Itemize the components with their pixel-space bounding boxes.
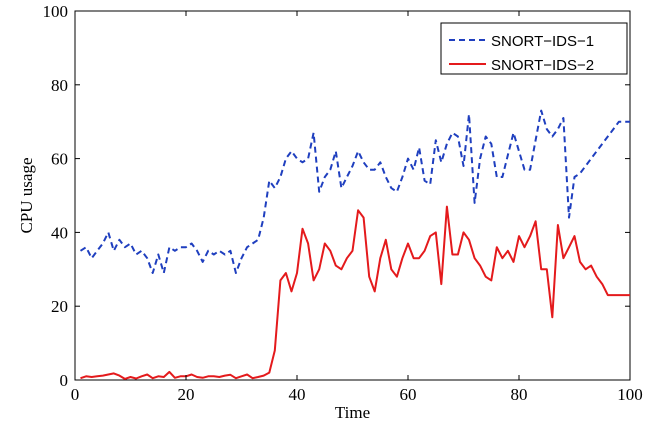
plot-frame (74, 10, 631, 381)
y-tick-label: 20 (51, 297, 68, 316)
x-tick-label: 20 (178, 385, 195, 404)
legend-label-snort-ids-1: SNORT−IDS−1 (491, 33, 594, 50)
y-tick-label: 40 (51, 223, 68, 242)
series-line-1 (79, 109, 630, 274)
axis-ticks: 0 20 40 60 80 100 0 20 40 60 80 100 (43, 2, 643, 404)
y-tick-label: 60 (51, 150, 68, 169)
x-tick-label: 0 (71, 385, 80, 404)
x-axis-label: Time (335, 403, 370, 422)
x-tick-label: 40 (289, 385, 306, 404)
legend: SNORT−IDS−1 SNORT−IDS−2 (440, 22, 628, 75)
series-lines (79, 109, 630, 380)
y-axis-label: CPU usage (17, 157, 36, 233)
plot-area (74, 10, 631, 381)
x-tick-label: 100 (617, 385, 643, 404)
y-tick-label: 0 (60, 371, 69, 390)
series-line-2 (80, 205, 630, 380)
legend-box (440, 22, 628, 75)
y-tick-label: 100 (43, 2, 69, 21)
legend-label-snort-ids-2: SNORT−IDS−2 (491, 57, 594, 74)
x-tick-label: 80 (511, 385, 528, 404)
y-tick-label: 80 (51, 76, 68, 95)
x-tick-label: 60 (400, 385, 417, 404)
